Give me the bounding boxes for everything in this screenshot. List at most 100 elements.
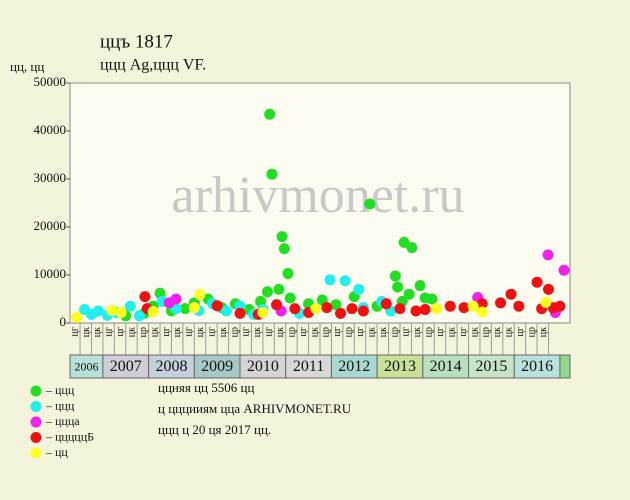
point [234, 307, 246, 319]
y-tick-label: 10000 [34, 266, 67, 281]
point [380, 298, 392, 310]
point [353, 283, 365, 295]
point [335, 307, 347, 319]
point [419, 304, 431, 316]
year-label: 2013 [384, 358, 416, 375]
y-tick-label: 50000 [34, 74, 67, 89]
point [139, 291, 151, 303]
x-tick-label: цг [69, 327, 80, 336]
x-tick-label: цг [104, 327, 115, 336]
point [264, 108, 276, 120]
point [282, 268, 294, 280]
x-tick-label: цр [286, 327, 297, 337]
year-label: 2016 [521, 358, 553, 375]
watermark: arhivmonet.ru [171, 167, 464, 224]
point [261, 286, 273, 298]
x-tick-label: цк [218, 327, 229, 337]
point [398, 236, 410, 248]
point [211, 300, 223, 312]
point [403, 288, 415, 300]
point [531, 276, 543, 288]
point [194, 289, 206, 301]
legend-swatch [30, 416, 42, 428]
legend-label: – ццц [45, 383, 75, 397]
x-tick-label: цг [206, 327, 217, 336]
point [431, 303, 443, 315]
x-tick-label: цр [138, 327, 149, 337]
year-label: 2008 [155, 358, 187, 375]
point [170, 293, 182, 305]
x-tick-label: цк [149, 327, 160, 337]
legend-label: – ццца [45, 414, 80, 428]
point [364, 198, 376, 210]
x-tick-label: цк [172, 327, 183, 337]
x-tick-label: цк [504, 327, 515, 337]
x-tick-label: цк [126, 327, 137, 337]
point [276, 231, 288, 243]
point [257, 306, 269, 318]
legend-swatch [30, 401, 42, 412]
point [188, 302, 200, 314]
point [71, 311, 83, 323]
year-band-end [559, 354, 571, 379]
x-tick-label: цг [515, 327, 526, 336]
legend-swatch [30, 447, 42, 459]
x-tick-label: цк [538, 327, 549, 337]
point [284, 292, 296, 304]
x-tick-label: цг [161, 327, 172, 336]
point [513, 300, 525, 312]
x-tick-label: цк [309, 327, 320, 337]
point [278, 243, 290, 255]
point [273, 283, 285, 295]
point [321, 302, 333, 314]
x-tick-label: цк [275, 327, 286, 337]
chart-title: ццъ 1817 [100, 31, 173, 52]
point [357, 305, 369, 317]
y-axis-label: цц, цц [10, 59, 44, 74]
point [558, 264, 570, 276]
x-tick-label: цк [92, 327, 103, 337]
x-tick-label: цг [264, 327, 275, 336]
point [115, 306, 127, 318]
legend-label: – ццц [45, 398, 75, 412]
point [147, 305, 159, 317]
point [476, 298, 488, 310]
legend-label: – цццццБ [45, 429, 94, 443]
point [266, 168, 278, 180]
point [339, 275, 351, 287]
point [310, 303, 322, 315]
x-tick-label: цг [241, 327, 252, 336]
point [330, 299, 342, 311]
point [324, 274, 336, 286]
point [467, 300, 479, 312]
x-tick-label: цр [526, 327, 537, 337]
point [389, 270, 401, 282]
point [410, 305, 422, 317]
x-tick-label: цг [184, 327, 195, 336]
x-tick-label: цк [469, 327, 480, 337]
point [220, 305, 232, 317]
note: ццц ц 20 ця 2017 цц. [158, 422, 271, 437]
x-tick-label: цк [252, 327, 263, 337]
x-tick-label: цк [195, 327, 206, 337]
point [554, 300, 566, 312]
x-tick-label: цг [355, 327, 366, 336]
x-tick-label: цг [435, 327, 446, 336]
point [543, 283, 555, 295]
x-tick-label: цр [481, 327, 492, 337]
point [133, 310, 145, 322]
point [426, 293, 438, 305]
y-tick-label: 40000 [34, 122, 67, 137]
y-tick-label: 30000 [34, 170, 67, 185]
year-label: 2010 [247, 358, 279, 375]
x-tick-label: цг [458, 327, 469, 336]
legend-swatch [30, 385, 42, 397]
note: ц цццииям цца ARHIVMONET.RU [158, 401, 352, 416]
point [406, 242, 418, 254]
year-label: 2006 [74, 359, 98, 373]
point [346, 303, 358, 315]
year-label: 2009 [201, 358, 233, 375]
point [392, 281, 404, 293]
x-tick-label: цк [81, 327, 92, 337]
point [106, 305, 118, 317]
